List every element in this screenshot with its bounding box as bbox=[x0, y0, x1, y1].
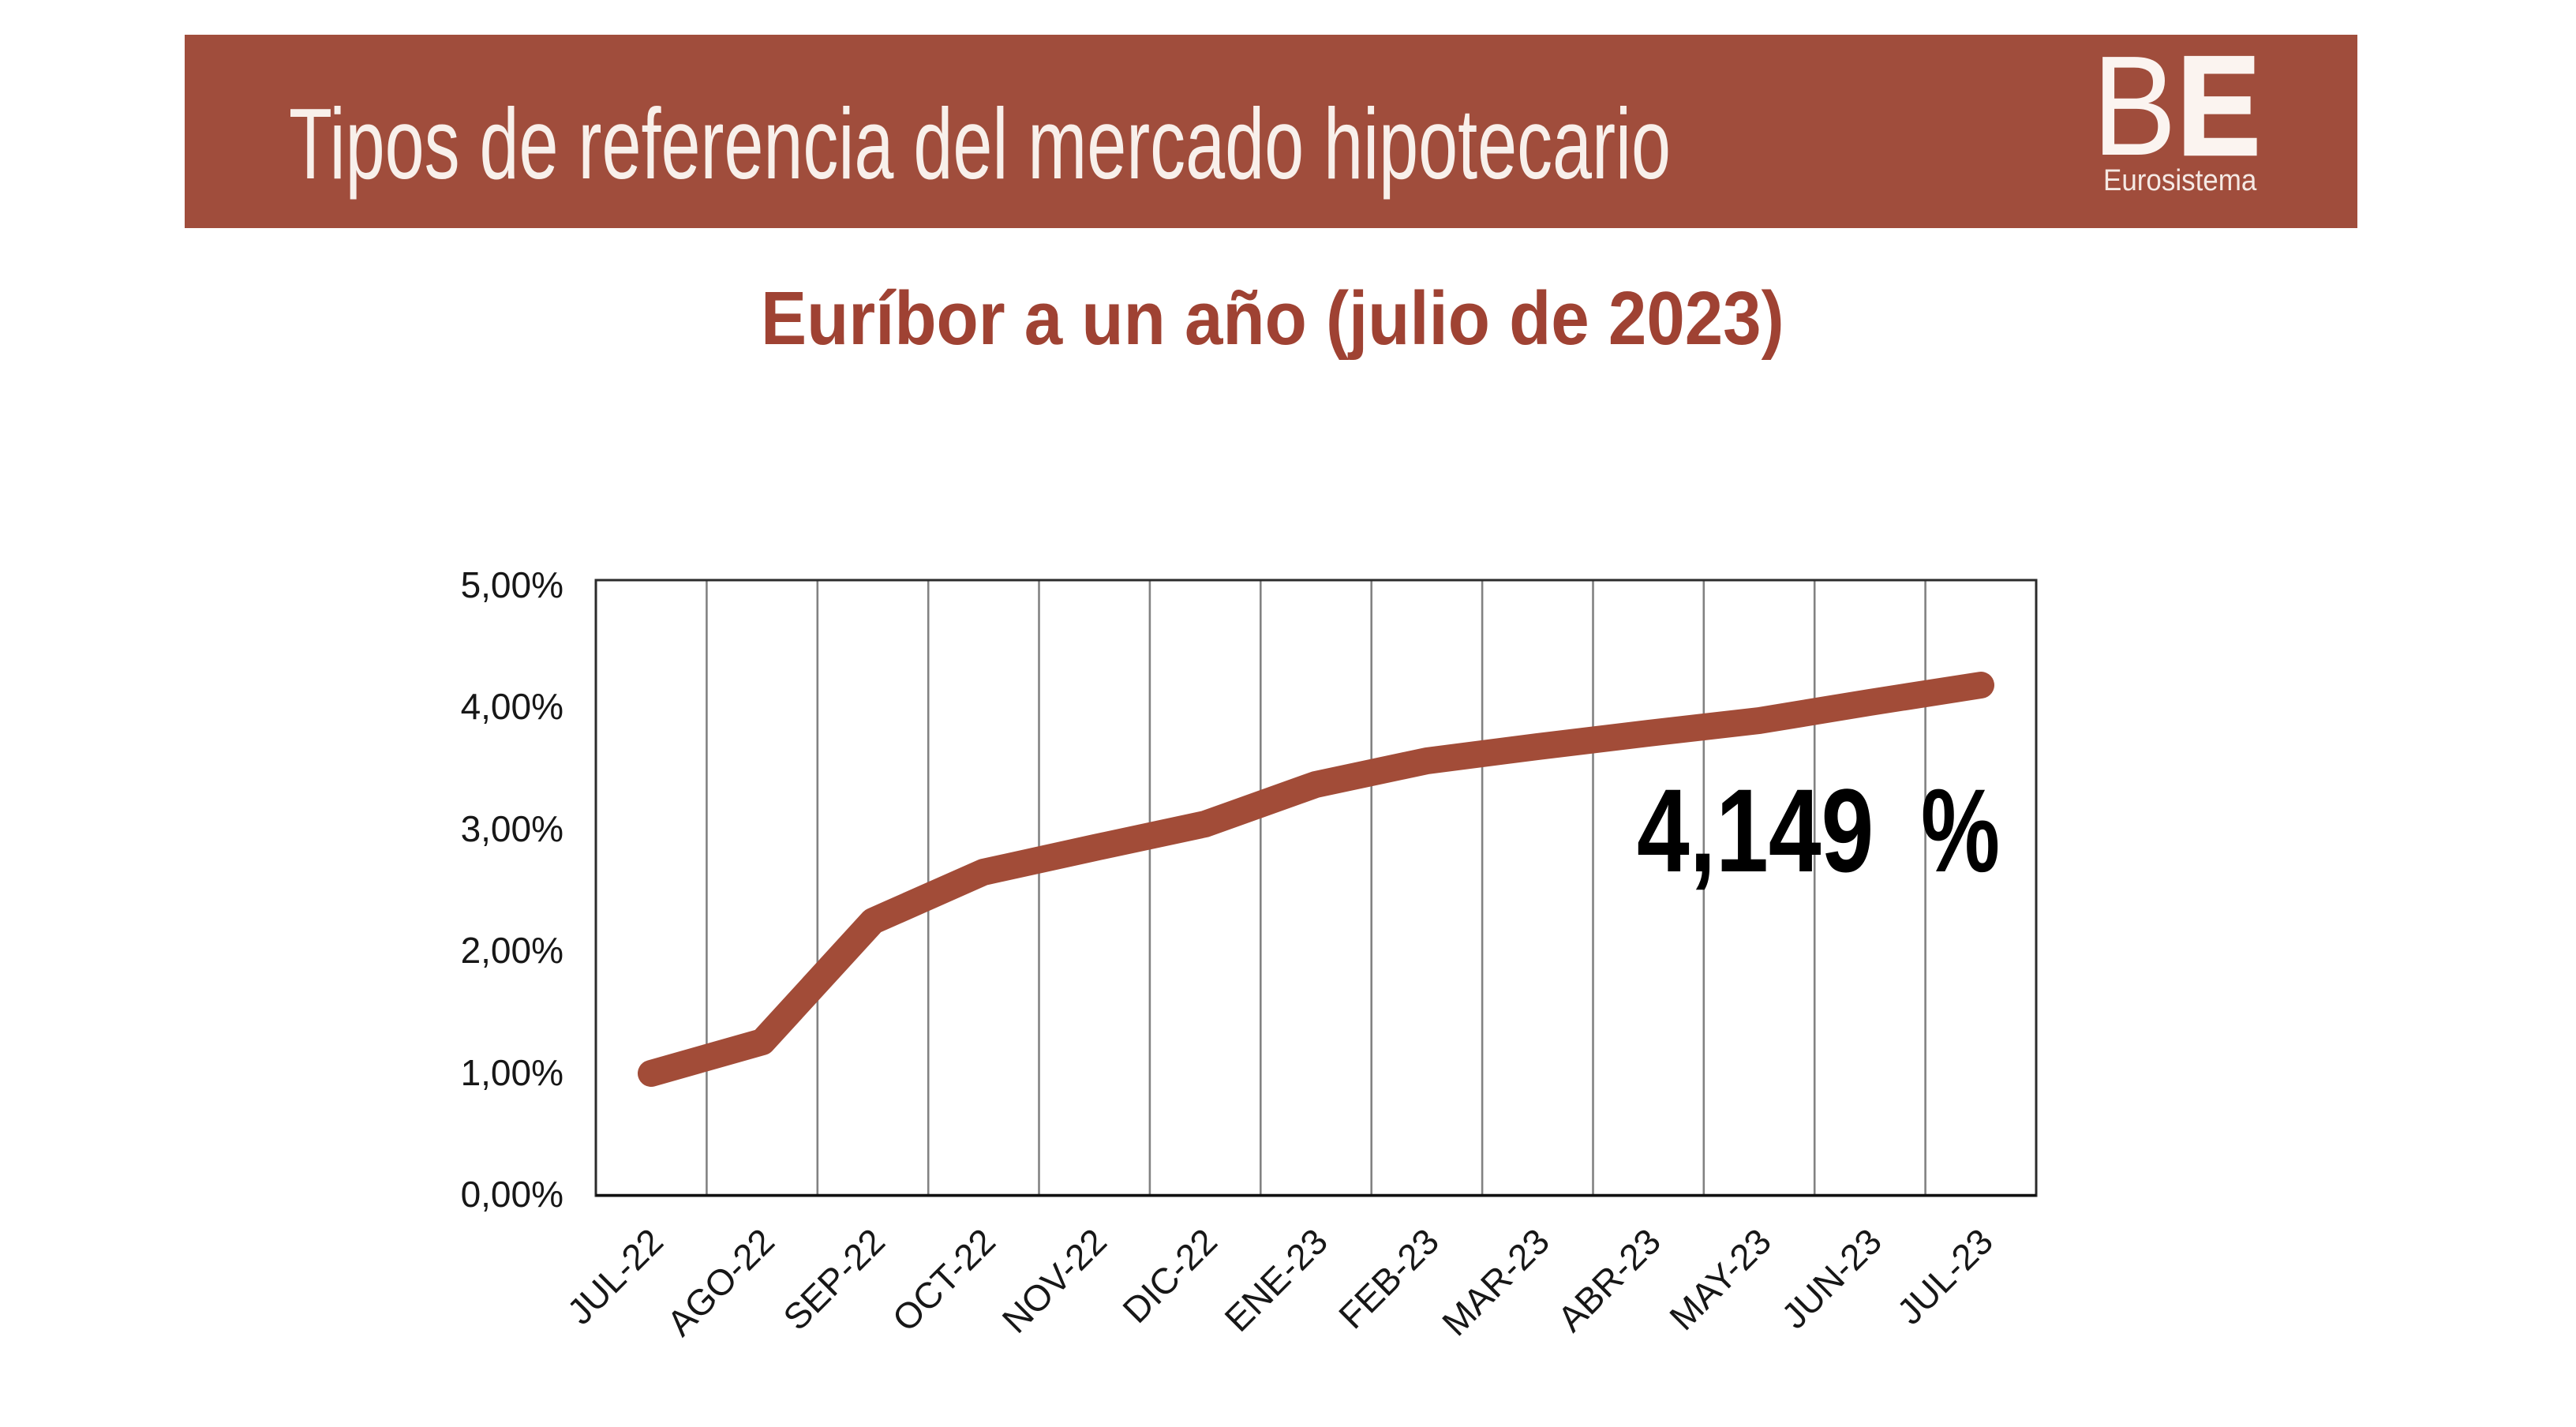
svg-text:FEB-23: FEB-23 bbox=[1331, 1220, 1447, 1336]
svg-text:%: % bbox=[1921, 765, 2000, 897]
svg-text:MAY-23: MAY-23 bbox=[1661, 1220, 1779, 1338]
svg-text:JUN-23: JUN-23 bbox=[1773, 1220, 1889, 1336]
svg-text:NOV-22: NOV-22 bbox=[994, 1220, 1114, 1340]
svg-text:ENE-23: ENE-23 bbox=[1216, 1220, 1335, 1339]
svg-text:MAR-23: MAR-23 bbox=[1434, 1220, 1557, 1343]
svg-text:4,00%: 4,00% bbox=[461, 686, 564, 727]
svg-text:1,00%: 1,00% bbox=[461, 1052, 564, 1093]
svg-text:5,00%: 5,00% bbox=[461, 564, 564, 605]
svg-text:0,00%: 0,00% bbox=[461, 1174, 564, 1215]
svg-text:ABR-23: ABR-23 bbox=[1549, 1220, 1668, 1339]
svg-text:JUL-23: JUL-23 bbox=[1889, 1220, 2001, 1332]
svg-text:JUL-22: JUL-22 bbox=[559, 1220, 671, 1332]
svg-text:2,00%: 2,00% bbox=[461, 930, 564, 971]
svg-text:DIC-22: DIC-22 bbox=[1114, 1220, 1225, 1331]
svg-text:3,00%: 3,00% bbox=[461, 808, 564, 849]
svg-text:4,149: 4,149 bbox=[1637, 764, 1874, 897]
svg-text:AGO-22: AGO-22 bbox=[659, 1220, 782, 1343]
svg-text:SEP-22: SEP-22 bbox=[775, 1220, 893, 1338]
svg-text:OCT-22: OCT-22 bbox=[884, 1220, 1003, 1339]
